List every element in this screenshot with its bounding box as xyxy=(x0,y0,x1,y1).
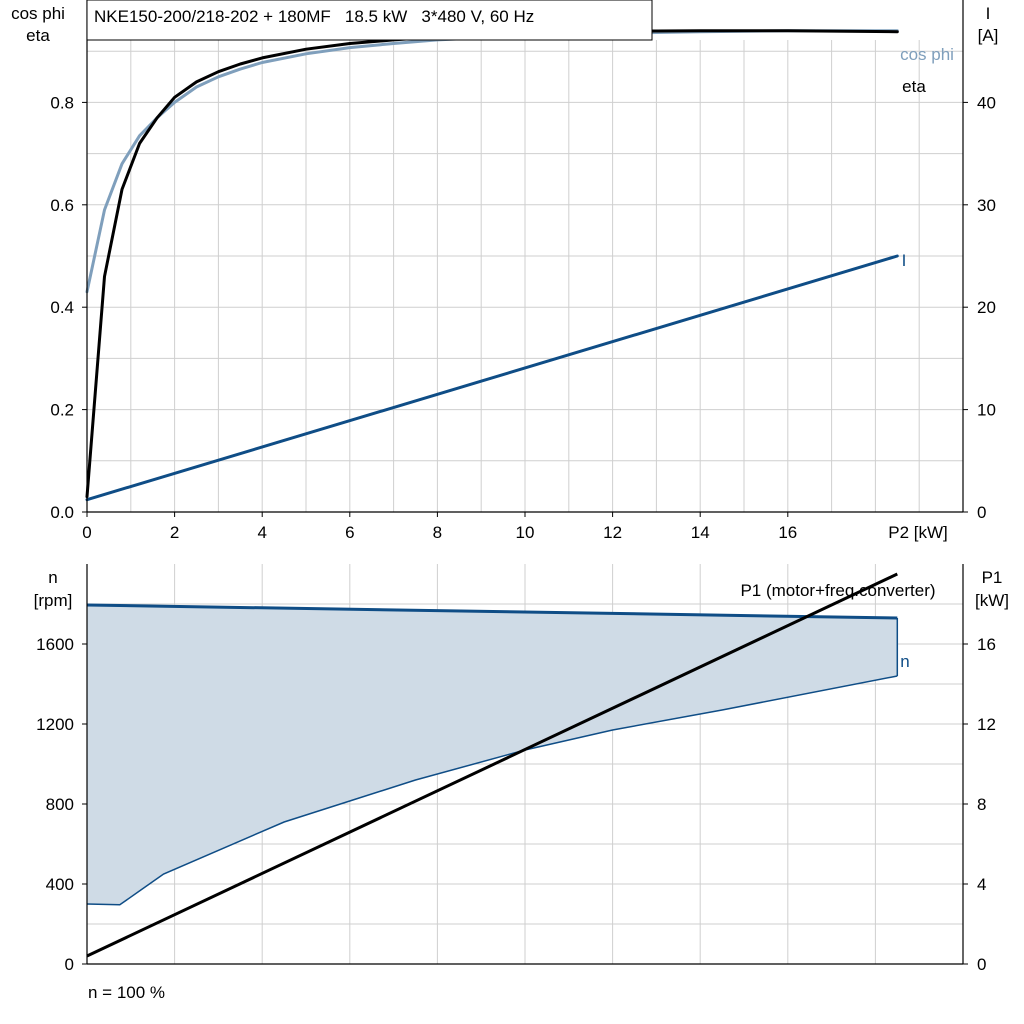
bottom-left-tick-label: 1200 xyxy=(36,715,74,734)
top-right-tick-label: 10 xyxy=(977,401,996,420)
speed-footnote: n = 100 % xyxy=(88,983,165,1002)
top-right-tick-label: 20 xyxy=(977,298,996,317)
bottom-plot-series xyxy=(86,572,899,958)
speed-series-label: n xyxy=(900,652,909,671)
axes xyxy=(82,0,968,965)
top-right-axis-title-line1: I xyxy=(986,4,991,23)
top-left-tick-label: 0.0 xyxy=(50,503,74,522)
top-left-tick-label: 0.6 xyxy=(50,196,74,215)
top-right-tick-label: 40 xyxy=(977,93,996,112)
bottom-right-tick-label: 16 xyxy=(977,635,996,654)
top-x-tick-label: 14 xyxy=(691,523,710,542)
cosphi-series-label: cos phi xyxy=(900,45,954,64)
tick-labels: 0 2 4 6 8 10 12 14 160.00.20.40.60.8010203040040… xyxy=(36,93,996,974)
bottom-left-axis-title-line2: [rpm] xyxy=(34,591,73,610)
cosphi-curve xyxy=(85,29,899,294)
top-left-tick-label: 0.2 xyxy=(50,401,74,420)
eta-curve xyxy=(85,29,899,499)
bottom-right-tick-label: 4 xyxy=(977,875,986,894)
bottom-right-axis-title-line2: [kW] xyxy=(975,591,1009,610)
top-x-tick-label: 0 xyxy=(82,523,91,542)
p1-curve xyxy=(86,572,898,958)
top-x-tick-label: 8 xyxy=(433,523,442,542)
top-gridlines xyxy=(87,40,963,512)
top-x-tick-label: 16 xyxy=(778,523,797,542)
p1-series-label: P1 (motor+freq.converter) xyxy=(740,581,935,600)
speed-min-curve xyxy=(86,675,898,906)
header-box xyxy=(86,0,653,41)
top-right-axis-title-line2: [A] xyxy=(978,26,999,45)
bottom-right-tick-label: 0 xyxy=(977,955,986,974)
top-x-tick-label: 12 xyxy=(603,523,622,542)
top-left-axis-title-line1: cos phi xyxy=(11,4,65,23)
top-right-tick-label: 0 xyxy=(977,503,986,522)
current-series-label: I xyxy=(902,251,907,270)
eta-series-label: eta xyxy=(902,77,926,96)
chart-header: NKE150-200/218-202 + 180MF 18.5 kW 3*480… xyxy=(94,7,534,26)
top-right-tick-label: 30 xyxy=(977,196,996,215)
top-x-tick-label: 6 xyxy=(345,523,354,542)
top-left-axis-title-line2: eta xyxy=(26,26,50,45)
speed-range-band xyxy=(87,605,898,905)
bottom-right-tick-label: 8 xyxy=(977,795,986,814)
top-x-axis-title: P2 [kW] xyxy=(888,523,948,542)
top-x-tick-label: 4 xyxy=(257,523,266,542)
bottom-right-tick-label: 12 xyxy=(977,715,996,734)
bottom-right-axis-title-line1: P1 xyxy=(982,568,1003,587)
current-curve xyxy=(85,254,899,502)
bottom-left-tick-label: 400 xyxy=(46,875,74,894)
top-x-tick-label: 10 xyxy=(516,523,535,542)
top-plot-series xyxy=(85,29,899,502)
top-left-tick-label: 0.4 xyxy=(50,298,74,317)
top-x-tick-label: 2 xyxy=(170,523,179,542)
bottom-left-tick-label: 800 xyxy=(46,795,74,814)
bottom-left-tick-label: 1600 xyxy=(36,635,74,654)
bottom-left-axis-title-line1: n xyxy=(48,568,57,587)
bottom-left-tick-label: 0 xyxy=(65,955,74,974)
speed-curve xyxy=(86,603,898,620)
top-left-tick-label: 0.8 xyxy=(50,93,74,112)
